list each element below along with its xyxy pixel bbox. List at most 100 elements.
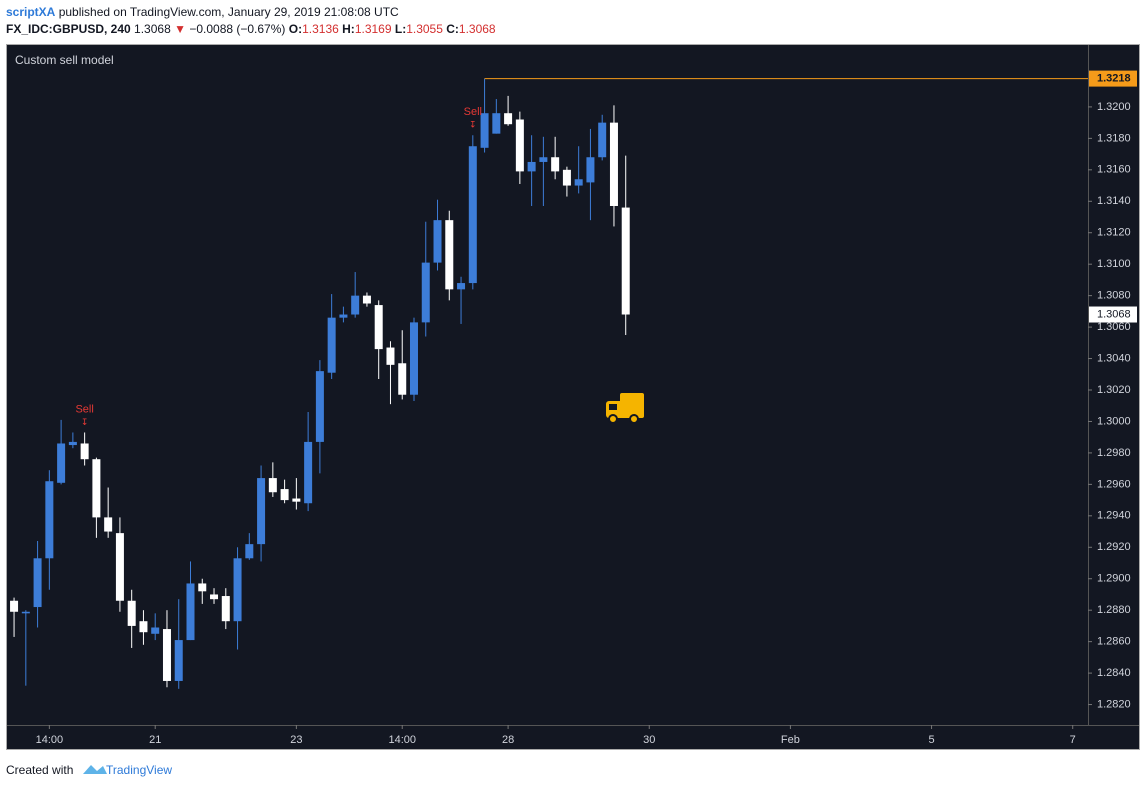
candle-body: [257, 478, 266, 545]
y-tick-label: 1.2840: [1097, 667, 1131, 679]
candle-body: [609, 122, 618, 206]
candle-body: [186, 583, 195, 641]
candle-body: [210, 594, 219, 600]
candle-body: [268, 478, 277, 493]
y-tick-label: 1.2940: [1097, 510, 1131, 522]
h-value: 1.3169: [354, 22, 392, 36]
brand-link[interactable]: TradingView: [106, 763, 172, 777]
candle-body: [457, 283, 466, 290]
candle-body: [233, 558, 242, 622]
y-tick-label: 1.2920: [1097, 541, 1131, 553]
signal-arrow: ↧: [469, 120, 477, 130]
x-tick-label: 21: [149, 734, 161, 746]
candle-body: [327, 317, 336, 373]
candle-body: [527, 161, 536, 172]
candle-body: [362, 295, 371, 304]
last: 1.3068: [134, 22, 171, 36]
candle-body: [551, 157, 560, 172]
x-tick-label: 23: [290, 734, 302, 746]
candle-body: [139, 621, 148, 633]
y-tick-label: 1.3020: [1097, 384, 1131, 396]
candle-body: [315, 371, 324, 442]
candle-body: [445, 220, 454, 290]
candle-body: [92, 459, 101, 518]
candle-body: [57, 443, 66, 483]
y-tick-label: 1.3100: [1097, 258, 1131, 270]
candle-body: [562, 169, 571, 186]
candle-body: [398, 363, 407, 395]
candle-body: [515, 119, 524, 172]
candle-body: [586, 157, 595, 183]
published: published on TradingView.com, January 29…: [58, 5, 399, 19]
chart-frame: [6, 44, 1140, 750]
candle-body: [280, 489, 289, 501]
candle-body: [621, 207, 630, 315]
c-value: 1.3068: [458, 22, 496, 36]
candle-body: [433, 220, 442, 263]
candle-body: [162, 629, 171, 681]
candle-body: [598, 122, 607, 158]
o-label: O:: [288, 22, 303, 36]
y-tick-label: 1.3060: [1097, 321, 1131, 333]
signal-arrow: ↧: [81, 417, 89, 427]
change: −0.0088 (−0.67%): [189, 22, 286, 36]
x-tick-label: 30: [643, 734, 655, 746]
signal-label: Sell: [464, 106, 482, 118]
candle-body: [304, 441, 313, 504]
candle-body: [174, 640, 183, 681]
o-value: 1.3136: [302, 22, 339, 36]
author[interactable]: scriptXA: [6, 5, 56, 19]
last-price-label: 1.3068: [1097, 308, 1131, 320]
y-tick-label: 1.2900: [1097, 573, 1131, 585]
high-label-box: [1089, 70, 1137, 87]
y-tick-label: 1.2860: [1097, 636, 1131, 648]
x-tick-label: 5: [928, 734, 934, 746]
x-tick-label: 14:00: [36, 734, 64, 746]
y-tick-label: 1.3080: [1097, 290, 1131, 302]
candle-body: [245, 544, 254, 559]
candle-body: [198, 583, 207, 592]
footer-text: Created with: [6, 763, 73, 777]
publish-line: scriptXA published on TradingView.com, J…: [6, 4, 496, 21]
header: scriptXA published on TradingView.com, J…: [6, 4, 496, 38]
c-label: C:: [446, 22, 459, 36]
candle-body: [468, 146, 477, 284]
truck-icon: [606, 393, 644, 424]
y-tick-label: 1.3180: [1097, 132, 1131, 144]
x-tick-label: 28: [502, 734, 514, 746]
candle-body: [374, 305, 383, 350]
symbol: FX_IDC:GBPUSD, 240: [6, 22, 131, 36]
candle-body: [68, 441, 77, 446]
signal-label: Sell: [75, 403, 93, 415]
x-tick-label: 14:00: [388, 734, 416, 746]
candle-body: [221, 596, 230, 622]
candle-body: [292, 498, 301, 502]
candle-body: [409, 322, 418, 395]
candle-body: [480, 113, 489, 148]
candle-body: [80, 443, 89, 460]
candle-body: [33, 558, 42, 608]
y-tick-label: 1.2820: [1097, 698, 1131, 710]
candle-body: [104, 517, 113, 532]
l-label: L:: [394, 22, 407, 36]
y-tick-label: 1.3120: [1097, 227, 1131, 239]
y-tick-label: 1.2960: [1097, 478, 1131, 490]
h-label: H:: [342, 22, 355, 36]
l-value: 1.3055: [406, 22, 443, 36]
last-price-box: [1089, 306, 1137, 323]
y-tick-label: 1.3040: [1097, 352, 1131, 364]
y-tick-label: 1.3140: [1097, 195, 1131, 207]
candle-body: [339, 314, 348, 318]
candle-body: [421, 262, 430, 323]
candle-body: [386, 347, 395, 365]
candle-body: [351, 295, 360, 315]
candle-body: [127, 600, 136, 626]
candle-body: [539, 157, 548, 162]
y-tick-label: 1.2880: [1097, 604, 1131, 616]
candle-body: [10, 600, 19, 612]
y-tick-label: 1.2980: [1097, 447, 1131, 459]
indicator-name: Custom sell model: [15, 53, 114, 67]
down-arrow: ▼: [174, 22, 186, 36]
